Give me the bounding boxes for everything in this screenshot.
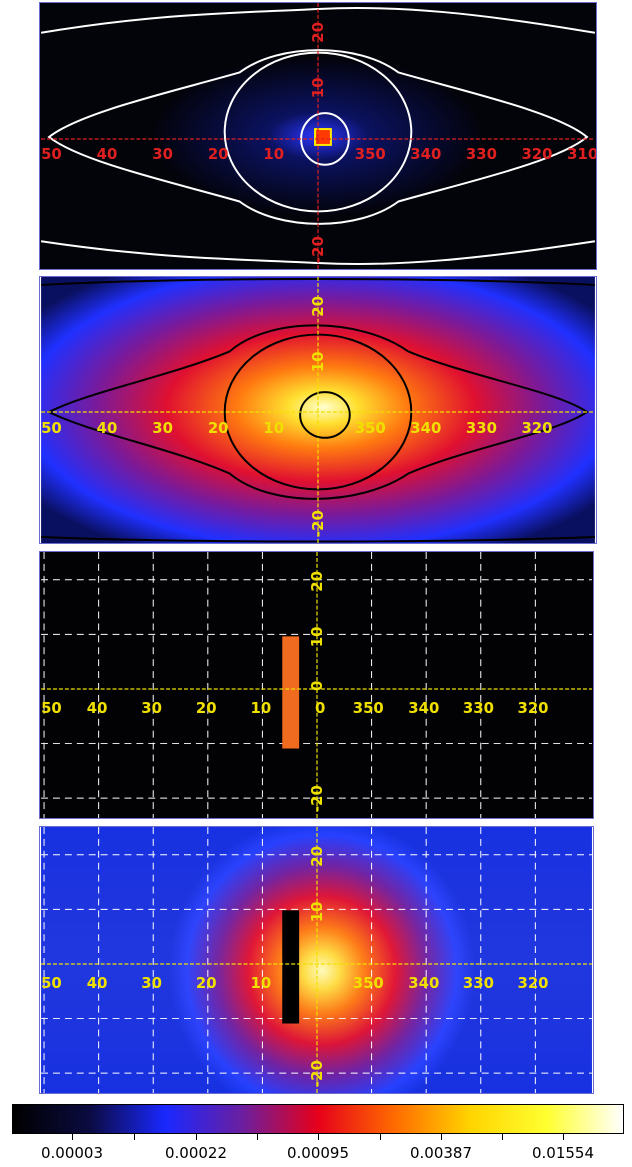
map-panel-model: 50 40 30 20 10 350 340 330 320 20 10 -20 [39, 276, 597, 544]
lon-label: 330 [463, 974, 494, 992]
lon-label: 30 [141, 699, 162, 717]
lon-label: 50 [41, 419, 62, 437]
lon-label: 10 [263, 145, 284, 163]
lat-label: -20 [309, 236, 327, 263]
mask-bar [282, 910, 300, 1024]
lat-label: -20 [308, 1060, 326, 1087]
lat-label: 0 [308, 681, 326, 691]
lon-label: 320 [521, 145, 552, 163]
lat-label: 10 [308, 627, 326, 648]
lon-label: 40 [87, 699, 108, 717]
colorbar-tick [563, 1134, 564, 1140]
map-panel-mask: 50 40 30 20 10 0 350 340 330 320 20 10 0… [39, 551, 594, 819]
lon-label: 0 [315, 699, 325, 717]
map-panel-contours: 50 40 30 20 10 350 340 330 320 310 20 10… [39, 2, 597, 270]
lon-label: 20 [196, 699, 217, 717]
lon-label: 10 [250, 699, 271, 717]
lon-label: 350 [353, 699, 384, 717]
lon-label: 50 [41, 699, 62, 717]
lat-label: 10 [309, 78, 327, 99]
colorbar-tick [134, 1134, 135, 1140]
colorbar-label: 0.00022 [164, 1144, 228, 1162]
colorbar [12, 1104, 624, 1134]
map-1-svg: 50 40 30 20 10 350 340 330 320 310 20 10… [40, 3, 596, 269]
lon-label: 320 [517, 699, 548, 717]
map-4-svg: 50 40 30 20 10 350 340 330 320 20 10 -20 [41, 827, 592, 1093]
lon-label: 330 [466, 145, 497, 163]
lon-label: 350 [355, 145, 386, 163]
colorbar-tick [502, 1134, 503, 1140]
lon-label: 30 [152, 419, 173, 437]
colorbar-label: 0.01554 [531, 1144, 595, 1162]
colorbar-tick [196, 1134, 197, 1140]
map-3-svg: 50 40 30 20 10 0 350 340 330 320 20 10 0… [41, 552, 592, 818]
lon-label: 350 [353, 974, 384, 992]
lon-label: 40 [97, 419, 118, 437]
mask-bar [282, 636, 300, 749]
lon-label: 340 [410, 145, 441, 163]
colorbar-label: 0.00095 [286, 1144, 350, 1162]
lon-label: 50 [41, 145, 62, 163]
colorbar-tick [441, 1134, 442, 1140]
map-2-svg: 50 40 30 20 10 350 340 330 320 20 10 -20 [41, 277, 595, 543]
lat-label: 20 [308, 846, 326, 867]
lat-label: -20 [308, 785, 326, 812]
colorbar-tick [318, 1134, 319, 1140]
lon-label: 30 [152, 145, 173, 163]
lat-label: 20 [309, 296, 327, 317]
lon-label: 320 [521, 419, 552, 437]
lat-label: -20 [309, 510, 327, 537]
lon-label: 320 [517, 974, 548, 992]
lon-label: 330 [466, 419, 497, 437]
lon-label: 30 [141, 974, 162, 992]
source-peak [314, 128, 332, 146]
lon-label: 340 [410, 419, 441, 437]
lon-label: 310 [567, 145, 596, 163]
lat-label: 20 [308, 571, 326, 592]
lon-label: 10 [263, 419, 284, 437]
colorbar-tick [257, 1134, 258, 1140]
colorbar-label: 0.00387 [409, 1144, 473, 1162]
lon-label: 340 [408, 974, 439, 992]
lon-label: 50 [41, 974, 62, 992]
lon-label: 330 [463, 699, 494, 717]
lat-label: 10 [308, 902, 326, 923]
colorbar-tick [72, 1134, 73, 1140]
lon-label: 40 [87, 974, 108, 992]
map-panel-residual: 50 40 30 20 10 350 340 330 320 20 10 -20 [39, 826, 594, 1094]
lon-label: 20 [196, 974, 217, 992]
colorbar-label: 0.00003 [40, 1144, 104, 1162]
lon-label: 20 [208, 145, 229, 163]
colorbar-tick [380, 1134, 381, 1140]
lon-label: 40 [97, 145, 118, 163]
lon-label: 20 [208, 419, 229, 437]
lon-label: 10 [250, 974, 271, 992]
lat-label: 10 [309, 352, 327, 373]
lon-label: 340 [408, 699, 439, 717]
lat-label: 20 [309, 22, 327, 43]
lon-label: 350 [355, 419, 386, 437]
